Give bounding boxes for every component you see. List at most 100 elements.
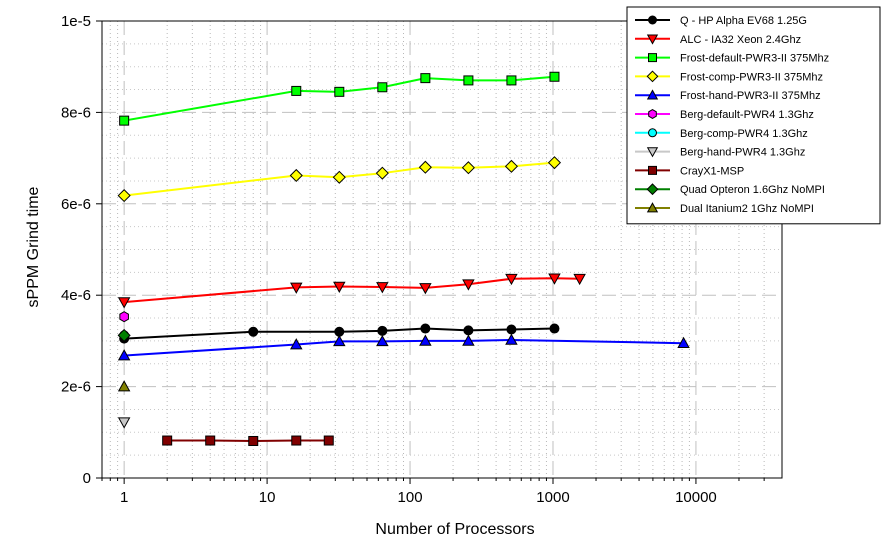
series-10 <box>117 380 131 392</box>
legend-item: Q - HP Alpha EV68 1.25G <box>635 15 807 27</box>
data-point <box>117 380 131 392</box>
data-point <box>248 435 259 446</box>
x-tick-label: 100 <box>398 489 423 506</box>
legend-label: Dual Itanium2 1Ghz NoMPI <box>680 203 814 215</box>
data-point <box>648 15 657 25</box>
data-point <box>547 156 562 170</box>
legend-label: Frost-comp-PWR3-II 375Mhz <box>680 71 823 83</box>
series-9 <box>117 328 131 342</box>
data-point <box>420 73 431 84</box>
data-point <box>419 334 432 346</box>
series-2 <box>119 71 560 126</box>
grid <box>101 21 782 478</box>
series-line <box>124 338 684 357</box>
data-point <box>291 435 302 446</box>
data-point <box>119 115 130 126</box>
data-point <box>117 297 131 309</box>
legend-item: Quad Opteron 1.6Ghz NoMPI <box>635 183 825 196</box>
data-point <box>248 326 259 337</box>
data-point <box>648 53 657 63</box>
data-point <box>334 326 345 337</box>
y-tick-label: 1e-5 <box>61 13 91 30</box>
data-point <box>323 435 334 446</box>
data-point <box>377 325 388 336</box>
data-point <box>677 336 690 349</box>
x-tick-label: 10000 <box>675 489 717 506</box>
series-7 <box>117 417 131 429</box>
data-point <box>332 170 346 184</box>
data-point <box>376 334 389 347</box>
y-tick-label: 4e-6 <box>61 287 91 304</box>
y-tick-label: 0 <box>83 470 91 487</box>
data-point <box>117 189 131 203</box>
series-line <box>124 327 555 340</box>
data-point <box>117 417 131 429</box>
data-point <box>505 333 518 345</box>
axis-ticks: 1 10 100 1000 10000 0 2e-6 4e-6 6e-6 8e-6 1e-5 <box>61 13 765 506</box>
legend-item: Dual Itanium2 1Ghz NoMPI <box>635 202 814 215</box>
data-point <box>117 328 131 342</box>
data-point <box>505 273 518 286</box>
series-line <box>124 161 555 197</box>
series-line <box>123 75 555 122</box>
legend-item: Frost-default-PWR3-II 375Mhz <box>635 53 829 65</box>
data-point <box>377 82 388 93</box>
data-point <box>291 85 302 96</box>
data-point <box>419 283 432 295</box>
legend-label: CrayX1-MSP <box>680 165 744 177</box>
data-point <box>119 311 129 323</box>
data-point <box>289 168 303 183</box>
series-4 <box>117 333 690 361</box>
legend-label: ALC - IA32 Xeon 2.4Ghz <box>680 34 801 46</box>
y-tick-label: 6e-6 <box>61 196 91 213</box>
legend-label: Berg-comp-PWR4 1.3Ghz <box>680 128 808 140</box>
legend-label: Q - HP Alpha EV68 1.25G <box>680 15 807 27</box>
legend-label: Quad Opteron 1.6Ghz NoMPI <box>680 184 825 196</box>
y-axis-title: sPPM Grind time <box>25 186 42 307</box>
data-point <box>504 159 518 173</box>
data-point <box>549 71 560 82</box>
series-8 <box>162 435 334 446</box>
data-point <box>462 334 475 346</box>
data-point <box>461 161 475 175</box>
data-point <box>117 349 131 361</box>
series-3 <box>117 156 562 203</box>
data-point <box>573 273 586 286</box>
series-layer <box>117 71 690 446</box>
x-tick-label: 10 <box>259 489 276 506</box>
legend-box <box>626 6 881 225</box>
legend-label: Berg-default-PWR4 1.3Ghz <box>680 109 814 121</box>
legend: Q - HP Alpha EV68 1.25G ALC - IA32 Xeon 2… <box>626 6 881 225</box>
legend-label: Frost-default-PWR3-II 375Mhz <box>680 53 829 65</box>
data-point <box>548 273 561 285</box>
data-point <box>646 89 659 100</box>
data-point <box>463 75 474 86</box>
data-point <box>376 282 389 294</box>
data-point <box>420 323 431 334</box>
legend-label: Berg-hand-PWR4 1.3Ghz <box>680 147 805 159</box>
legend-item: CrayX1-MSP <box>635 165 744 177</box>
data-point <box>648 128 657 138</box>
legend-label: Frost-hand-PWR3-II 375Mhz <box>680 90 821 102</box>
data-point <box>646 202 659 213</box>
data-point <box>418 160 432 174</box>
data-point <box>290 338 303 350</box>
legend-item: Berg-comp-PWR4 1.3Ghz <box>635 128 808 140</box>
data-point <box>333 334 346 347</box>
plot-frame <box>101 20 783 479</box>
series-0 <box>119 323 560 344</box>
data-point <box>506 324 517 335</box>
data-point <box>205 435 216 446</box>
y-tick-label: 8e-6 <box>61 104 91 121</box>
y-tick-label: 2e-6 <box>61 379 91 396</box>
legend-item: Berg-default-PWR4 1.3Ghz <box>635 109 814 121</box>
legend-item: Frost-comp-PWR3-II 375Mhz <box>635 70 823 83</box>
data-point <box>646 34 659 45</box>
legend-item: Frost-hand-PWR3-II 375Mhz <box>635 89 821 102</box>
data-point <box>646 147 659 158</box>
x-axis-title: Number of Processors <box>375 521 534 538</box>
data-point <box>462 279 475 291</box>
data-point <box>646 70 659 83</box>
x-tick-label: 1 <box>120 489 128 506</box>
